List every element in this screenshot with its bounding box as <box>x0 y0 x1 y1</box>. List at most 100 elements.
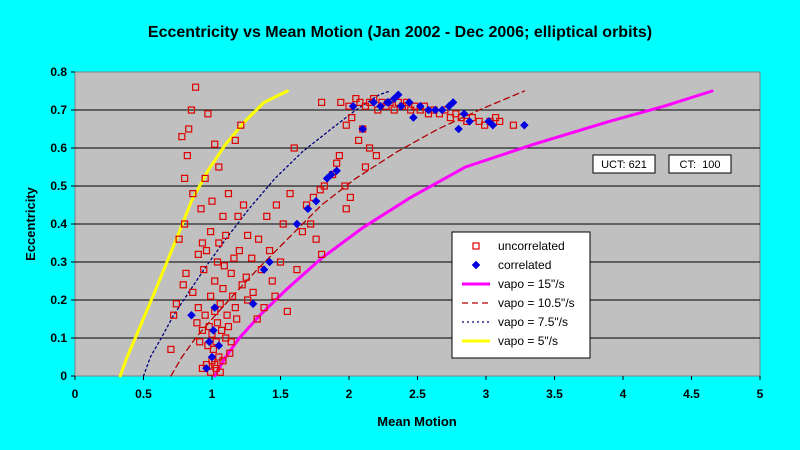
legend-label: correlated <box>498 258 551 272</box>
uncorrelated-point <box>346 193 354 201</box>
uncorrelated-point <box>253 315 261 323</box>
uncorrelated-point <box>298 228 307 236</box>
uncorrelated-point <box>223 311 231 319</box>
uncorrelated-point <box>272 201 280 209</box>
uncorrelated-point <box>179 281 187 289</box>
uncorrelated-point <box>372 152 380 160</box>
uncorrelated-point <box>212 364 220 372</box>
uncorrelated-point <box>207 292 215 300</box>
correlated-point <box>303 204 313 214</box>
uncorrelated-point <box>202 247 211 255</box>
uncorrelated-point <box>196 338 204 346</box>
uncorrelated-point <box>189 288 197 296</box>
uncorrelated-point <box>191 83 200 91</box>
uncorrelated-point <box>182 269 190 277</box>
uncorrelated-point <box>237 121 245 129</box>
uncorrelated-point <box>361 163 370 171</box>
uncorrelated-point <box>205 323 213 331</box>
uncorrelated-point <box>183 152 191 160</box>
y-tick-label: 0.7 <box>50 103 67 117</box>
uncorrelated-point <box>390 106 398 114</box>
uncorrelated-point <box>194 250 202 258</box>
uncorrelated-point <box>231 136 239 144</box>
legend-item: uncorrelated <box>472 239 565 253</box>
x-axis-ticks: 0 0.5 1 1.5 2 2.5 3 3.5 4 4.5 5 <box>72 376 764 401</box>
uncorrelated-point <box>244 296 252 304</box>
legend-item: correlated <box>471 258 551 272</box>
y-tick-label: 0 <box>60 369 67 383</box>
correlated-point <box>265 257 274 267</box>
uncorrelated-point <box>312 235 320 243</box>
correlated-point <box>520 120 529 130</box>
uncorrelated-point <box>207 228 215 236</box>
correlated-point <box>202 364 211 373</box>
x-axis-label: Mean Motion <box>377 414 456 429</box>
uncorrelated-point <box>170 311 178 319</box>
uncorrelated-point <box>178 133 186 141</box>
correlated-point <box>437 105 447 115</box>
correlated-point <box>259 265 269 274</box>
x-tick-label: 4 <box>620 387 627 401</box>
uncorrelated-point <box>213 258 222 266</box>
uncorrelated-point <box>238 281 246 289</box>
correlated-point <box>471 260 481 270</box>
legend-label: vapo = 15"/s <box>498 277 565 291</box>
uncorrelated-point <box>509 121 517 129</box>
uncorrelated-point <box>189 190 197 198</box>
correlated-point <box>332 166 342 176</box>
uncorrelated-point <box>198 326 207 334</box>
correlated-point <box>396 101 406 111</box>
uncorrelated-point <box>213 319 222 327</box>
uncorrelated-point <box>342 121 350 129</box>
uncorrelated-point <box>215 239 223 247</box>
uncorrelated-point <box>167 345 175 353</box>
uncorrelated-point <box>446 113 454 122</box>
y-tick-label: 0.2 <box>50 293 67 307</box>
x-tick-label: 4.5 <box>683 387 700 401</box>
uncorrelated-point <box>491 113 500 122</box>
correlated-point <box>409 113 418 122</box>
correlated-point <box>248 299 258 309</box>
ct-annotation-box: CT: 100 <box>668 154 732 174</box>
uncorrelated-point <box>208 197 216 205</box>
curve-vapo-7_5-s <box>142 90 391 377</box>
uncorrelated-point <box>181 220 189 228</box>
correlated-point <box>376 101 385 111</box>
y-tick-label: 0.4 <box>50 217 67 231</box>
uncorrelated-point <box>209 345 217 353</box>
uncorrelated-point <box>242 273 250 281</box>
correlated-point <box>459 109 469 119</box>
uncorrelated-point <box>248 254 256 262</box>
x-tick-label: 2 <box>346 387 353 401</box>
legend: uncorrelated correlated vapo = 15"/s vapo =… <box>451 231 591 359</box>
x-tick-label: 0.5 <box>135 387 152 401</box>
legend-item: vapo = 10.5"/s <box>462 296 575 310</box>
uncorrelated-point <box>181 174 189 182</box>
correlated-point <box>204 337 214 347</box>
legend-label: vapo = 7.5"/s <box>498 315 568 329</box>
correlated-point <box>415 101 425 111</box>
uncorrelated-point <box>211 361 219 369</box>
uncorrelated-point <box>354 136 363 144</box>
uncorrelated-point <box>290 144 298 152</box>
correlated-point <box>348 101 358 111</box>
uncorrelated-point <box>318 98 326 107</box>
legend-items: uncorrelated correlated vapo = 15"/s vapo =… <box>462 239 575 348</box>
correlated-point <box>424 105 433 115</box>
curve-vapo-15-s <box>213 89 714 378</box>
uncorrelated-point <box>276 258 285 266</box>
correlated-point <box>454 124 463 134</box>
uncorrelated-point <box>219 357 227 365</box>
uncorrelated-point <box>337 98 345 107</box>
uncorrelated-point <box>211 140 219 148</box>
uncorrelated-point <box>211 277 219 285</box>
correlated-point <box>326 170 336 179</box>
correlated-point <box>465 117 474 126</box>
uncorrelated-point <box>187 106 196 114</box>
correlated-point <box>393 90 403 100</box>
uncorrelated-point <box>320 182 328 190</box>
uncorrelated-point <box>224 190 233 198</box>
uncorrelated-point <box>217 326 226 334</box>
uncorrelated-point <box>226 349 234 357</box>
y-tick-label: 0.5 <box>50 179 67 193</box>
